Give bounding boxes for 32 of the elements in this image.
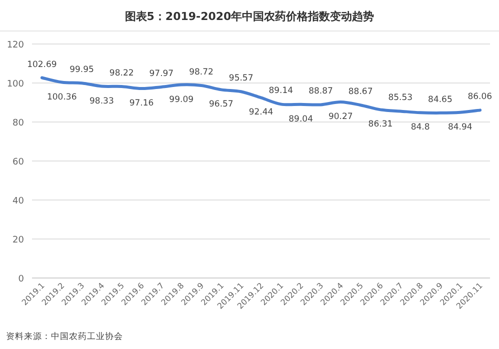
y-tick-label: 40 bbox=[12, 196, 24, 206]
data-label: 97.97 bbox=[149, 68, 174, 79]
y-tick-label: 60 bbox=[12, 158, 24, 168]
data-label: 92.44 bbox=[248, 108, 274, 118]
data-label: 89.14 bbox=[268, 86, 294, 96]
data-label: 90.27 bbox=[328, 112, 353, 122]
data-label: 84.8 bbox=[410, 122, 430, 133]
data-label: 84.65 bbox=[428, 94, 452, 105]
data-label: 102.69 bbox=[27, 60, 57, 70]
data-label: 86.06 bbox=[468, 92, 492, 102]
y-tick-label: 20 bbox=[12, 236, 24, 246]
data-label: 98.22 bbox=[109, 68, 134, 78]
data-label: 98.33 bbox=[90, 96, 114, 106]
data-label: 88.67 bbox=[348, 87, 373, 98]
y-tick-label: 0 bbox=[18, 274, 24, 284]
data-label: 86.31 bbox=[368, 120, 393, 130]
data-label: 99.09 bbox=[169, 94, 194, 105]
data-label: 88.87 bbox=[308, 86, 333, 97]
y-tick-label: 120 bbox=[6, 40, 24, 50]
data-label: 96.57 bbox=[209, 100, 234, 110]
data-label: 85.53 bbox=[388, 93, 413, 104]
text: 资料来源：中国农药工业协会 bbox=[6, 331, 123, 342]
data-label: 95.57 bbox=[228, 74, 254, 84]
y-tick-label: 100 bbox=[6, 80, 24, 90]
data-label: 97.16 bbox=[129, 98, 154, 109]
data-label: 84.94 bbox=[448, 122, 472, 132]
data-label: 89.04 bbox=[288, 114, 313, 124]
chart-title: 图表5：2019-2020年中国农药价格指数变动趋势 bbox=[124, 10, 374, 23]
data-label: 100.36 bbox=[46, 92, 77, 102]
data-label: 99.95 bbox=[70, 65, 94, 76]
data-label: 98.72 bbox=[189, 67, 214, 78]
y-tick-label: 80 bbox=[12, 118, 24, 128]
